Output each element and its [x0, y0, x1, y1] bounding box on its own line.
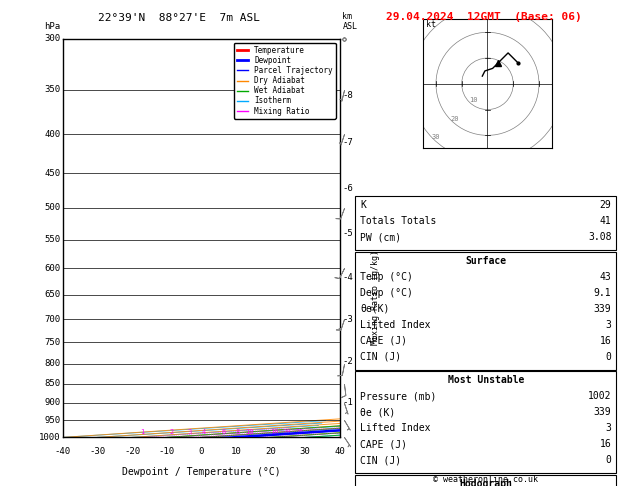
Text: -1: -1	[342, 398, 353, 407]
Text: 16: 16	[599, 439, 611, 450]
Text: 500: 500	[44, 204, 60, 212]
Text: 350: 350	[44, 86, 60, 94]
Text: 43: 43	[599, 272, 611, 282]
Text: 339: 339	[594, 304, 611, 314]
Text: 700: 700	[44, 315, 60, 324]
Text: 550: 550	[44, 235, 60, 244]
Text: 0: 0	[199, 447, 204, 456]
Bar	[355, 475, 616, 486]
Text: 20: 20	[265, 447, 276, 456]
Text: Dewpoint / Temperature (°C): Dewpoint / Temperature (°C)	[122, 468, 281, 477]
Text: PW (cm): PW (cm)	[360, 232, 401, 243]
Text: -20: -20	[124, 447, 140, 456]
Text: Totals Totals: Totals Totals	[360, 216, 437, 226]
Text: 10: 10	[245, 430, 253, 435]
Text: 1: 1	[140, 430, 144, 435]
Text: Lifted Index: Lifted Index	[360, 423, 431, 434]
Text: 10: 10	[230, 447, 242, 456]
Text: 20: 20	[282, 430, 291, 435]
Text: Mixing Ratio (g/kg): Mixing Ratio (g/kg)	[371, 250, 380, 346]
Text: 3.08: 3.08	[588, 232, 611, 243]
Text: CAPE (J): CAPE (J)	[360, 439, 408, 450]
Bar	[355, 252, 616, 370]
Text: 800: 800	[44, 359, 60, 368]
Text: 3: 3	[606, 320, 611, 330]
Text: 40: 40	[334, 447, 345, 456]
Text: hPa: hPa	[44, 22, 60, 31]
Text: -3: -3	[342, 315, 353, 324]
Text: CIN (J): CIN (J)	[360, 352, 401, 362]
Text: Pressure (mb): Pressure (mb)	[360, 391, 437, 401]
Text: 0: 0	[606, 455, 611, 466]
Text: Most Unstable: Most Unstable	[448, 375, 524, 385]
Text: kt: kt	[426, 20, 436, 29]
Text: 16: 16	[599, 336, 611, 346]
Text: 1000: 1000	[38, 433, 60, 442]
Text: © weatheronline.co.uk: © weatheronline.co.uk	[433, 474, 538, 484]
Text: Dewp (°C): Dewp (°C)	[360, 288, 413, 298]
Text: 9.1: 9.1	[594, 288, 611, 298]
Text: 4: 4	[201, 430, 206, 435]
Bar	[355, 371, 616, 473]
Text: 6: 6	[221, 430, 225, 435]
Text: 16: 16	[270, 430, 279, 435]
Text: 3: 3	[188, 430, 192, 435]
Text: 900: 900	[44, 398, 60, 407]
Text: Temp (°C): Temp (°C)	[360, 272, 413, 282]
Text: -7: -7	[342, 139, 353, 147]
Text: 3: 3	[606, 423, 611, 434]
Text: 1002: 1002	[588, 391, 611, 401]
Text: 650: 650	[44, 290, 60, 299]
Text: 29.04.2024  12GMT  (Base: 06): 29.04.2024 12GMT (Base: 06)	[386, 12, 582, 22]
Text: 20: 20	[450, 116, 459, 122]
Text: 400: 400	[44, 130, 60, 139]
Legend: Temperature, Dewpoint, Parcel Trajectory, Dry Adiabat, Wet Adiabat, Isotherm, Mi: Temperature, Dewpoint, Parcel Trajectory…	[233, 43, 336, 119]
Text: K: K	[360, 200, 366, 210]
Text: 2: 2	[169, 430, 174, 435]
Text: -8: -8	[342, 91, 353, 100]
Text: θe(K): θe(K)	[360, 304, 390, 314]
Text: -30: -30	[89, 447, 106, 456]
Text: -6: -6	[342, 184, 353, 193]
Text: 300: 300	[44, 35, 60, 43]
Text: 29: 29	[599, 200, 611, 210]
Text: 30: 30	[432, 135, 440, 140]
Text: km
ASL: km ASL	[342, 12, 357, 31]
Bar	[355, 196, 616, 250]
Text: 450: 450	[44, 169, 60, 177]
Text: 8: 8	[235, 430, 240, 435]
Text: 41: 41	[599, 216, 611, 226]
Text: Surface: Surface	[465, 256, 506, 266]
Text: CAPE (J): CAPE (J)	[360, 336, 408, 346]
Text: -40: -40	[55, 447, 71, 456]
Text: 950: 950	[44, 416, 60, 425]
Text: 850: 850	[44, 379, 60, 388]
Text: -10: -10	[159, 447, 175, 456]
Text: Lifted Index: Lifted Index	[360, 320, 431, 330]
Text: 30: 30	[299, 447, 311, 456]
Text: θe (K): θe (K)	[360, 407, 396, 417]
Text: 0: 0	[606, 352, 611, 362]
Text: CIN (J): CIN (J)	[360, 455, 401, 466]
Text: -4: -4	[342, 273, 353, 282]
Text: -5: -5	[342, 229, 353, 238]
Text: 339: 339	[594, 407, 611, 417]
Text: 10: 10	[469, 97, 477, 104]
Text: 22°39'N  88°27'E  7m ASL: 22°39'N 88°27'E 7m ASL	[98, 13, 260, 23]
Text: -2: -2	[342, 357, 353, 366]
Text: 600: 600	[44, 264, 60, 273]
Text: Hodograph: Hodograph	[459, 479, 513, 486]
Text: 25: 25	[295, 430, 304, 435]
Text: 750: 750	[44, 338, 60, 347]
